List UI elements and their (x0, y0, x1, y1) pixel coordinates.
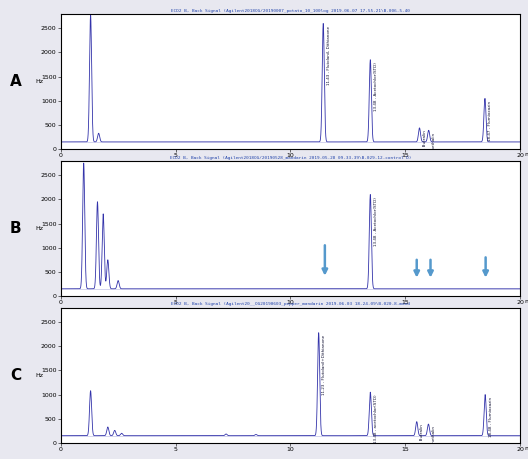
Text: 13.48 - acetochlor(STD): 13.48 - acetochlor(STD) (374, 395, 378, 443)
Y-axis label: Hz: Hz (35, 226, 43, 231)
Text: 15.62 - Butralin: 15.62 - Butralin (423, 130, 427, 162)
Text: 11.23 - Flutolanil+Dithianone: 11.23 - Flutolanil+Dithianone (322, 335, 326, 395)
Text: 16.02 - Pendimethalin: 16.02 - Pendimethalin (432, 133, 436, 178)
Text: 15.50 - Butralin: 15.50 - Butralin (420, 424, 424, 456)
Text: min: min (525, 446, 528, 451)
Text: 13.48 - Acetochlor(STD): 13.48 - Acetochlor(STD) (374, 62, 378, 111)
Text: A: A (10, 74, 22, 89)
Text: 13.48 - Acetochlor(STD): 13.48 - Acetochlor(STD) (374, 197, 378, 246)
Title: ECD2 B, Back Signal (Agilent20__OG20190603_pepper_mandarin 2019-06-03 18-24-09\B: ECD2 B, Back Signal (Agilent20__OG201906… (171, 302, 410, 307)
Text: min: min (525, 299, 528, 304)
Title: ECD2 B, Back Signal (Agilent2018OG/20190007_potato_10_100log 2019-06-07 17-55-21: ECD2 B, Back Signal (Agilent2018OG/20190… (171, 9, 410, 13)
Text: 16.01 - Pendimethalin: 16.01 - Pendimethalin (432, 426, 436, 459)
Text: C: C (10, 368, 22, 383)
Text: 18.47 - Flumioxazin: 18.47 - Flumioxazin (488, 101, 493, 141)
Y-axis label: Hz: Hz (35, 373, 43, 378)
Text: 11.43 - Flutolanil, Dithianone: 11.43 - Flutolanil, Dithianone (327, 26, 331, 85)
Text: min: min (525, 152, 528, 157)
Y-axis label: Hz: Hz (35, 79, 43, 84)
Text: 18.48 - Flumioxazin: 18.48 - Flumioxazin (488, 397, 493, 437)
Text: B: B (10, 221, 22, 236)
Title: ECD2 B, Back Signal (Agilent2018OG/20190528_mandarin 2019-05-28 09-33-39\B-029-1: ECD2 B, Back Signal (Agilent2018OG/20190… (169, 156, 411, 160)
